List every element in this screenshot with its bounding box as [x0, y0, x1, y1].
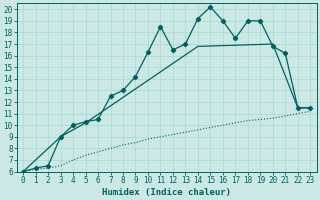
X-axis label: Humidex (Indice chaleur): Humidex (Indice chaleur) — [102, 188, 231, 197]
